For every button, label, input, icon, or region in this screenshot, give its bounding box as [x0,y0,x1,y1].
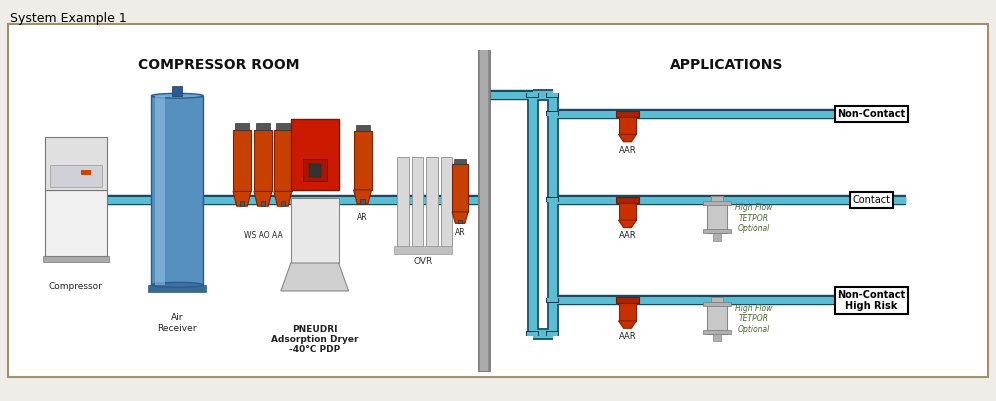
Polygon shape [452,212,468,223]
Ellipse shape [151,93,203,98]
Bar [309,164,321,177]
Bar [548,93,559,97]
Bar [45,137,107,190]
Bar [527,93,540,97]
Bar [291,119,339,190]
Bar [527,93,540,97]
Text: WS AO AA: WS AO AA [244,231,282,240]
Text: Non-Contact: Non-Contact [838,109,905,119]
Bar [397,157,409,246]
Ellipse shape [151,282,203,287]
Bar [527,93,540,97]
Text: Air
Receiver: Air Receiver [157,313,197,333]
Bar [616,111,639,117]
Bar [547,197,560,202]
Text: Compressor: Compressor [49,282,103,291]
Bar [43,256,109,261]
Bar [619,117,636,134]
Bar [45,190,107,256]
Bar [478,51,490,371]
Bar [81,170,91,175]
Text: Contact: Contact [853,194,890,205]
Bar [527,332,540,336]
Bar [713,332,721,341]
Bar [291,198,339,263]
Bar [276,124,290,130]
Bar [441,157,452,246]
Bar [240,201,244,206]
Bar [426,157,438,246]
Bar [281,201,285,206]
Bar [361,199,365,204]
Bar [703,330,731,334]
Bar [703,201,731,205]
Bar [50,165,102,186]
Polygon shape [354,190,372,204]
Text: AAR: AAR [619,231,636,240]
Text: High Flow
TETPOR
Optional: High Flow TETPOR Optional [735,203,773,233]
Bar [452,164,468,212]
Bar [155,96,164,285]
Text: PNEUDRI
Adsorption Dryer
-40°C PDP: PNEUDRI Adsorption Dryer -40°C PDP [271,324,359,354]
Polygon shape [254,191,272,206]
Text: AR: AR [358,213,368,222]
Bar [711,196,723,203]
Text: AAR: AAR [619,332,636,341]
Bar [412,157,423,246]
Bar [303,158,327,181]
Polygon shape [274,191,292,206]
Bar [480,51,488,371]
Bar [528,93,539,97]
Text: AR: AR [455,228,465,237]
Bar [711,297,723,304]
Bar [616,196,639,203]
Text: Non-Contact
High Risk: Non-Contact High Risk [838,290,905,311]
Polygon shape [233,191,251,206]
Text: APPLICATIONS: APPLICATIONS [670,59,784,72]
Bar [274,130,292,191]
Bar [254,130,272,191]
Bar [454,159,466,164]
Bar [235,124,249,130]
Text: System Example 1: System Example 1 [10,12,126,25]
Bar [354,131,372,190]
Bar [547,332,560,336]
Bar [547,298,560,303]
Polygon shape [619,220,636,228]
Bar [548,198,559,202]
Bar [619,303,636,321]
Text: High Flow
TETPOR
Optional: High Flow TETPOR Optional [735,304,773,334]
Bar [151,96,203,285]
Bar [703,229,731,233]
Bar [616,297,639,303]
Bar [548,332,559,336]
Bar [547,93,560,97]
Bar [356,125,370,131]
Bar [256,124,270,130]
Text: COMPRESSOR ROOM: COMPRESSOR ROOM [138,59,300,72]
Text: AAR: AAR [619,146,636,154]
Polygon shape [281,263,349,291]
Bar [394,246,452,254]
Bar [172,87,182,96]
Bar [528,332,539,336]
Polygon shape [619,134,636,142]
Bar [548,298,559,302]
Bar [528,93,539,97]
Bar [548,112,559,116]
Bar [707,304,727,334]
Bar [713,231,721,241]
Bar [261,201,265,206]
Bar [148,285,206,292]
Bar [458,219,462,223]
Polygon shape [619,321,636,328]
Bar [619,203,636,220]
Text: OVR: OVR [413,257,433,266]
Bar [547,111,560,116]
Bar [707,203,727,233]
Bar [233,130,251,191]
Bar [703,302,731,306]
